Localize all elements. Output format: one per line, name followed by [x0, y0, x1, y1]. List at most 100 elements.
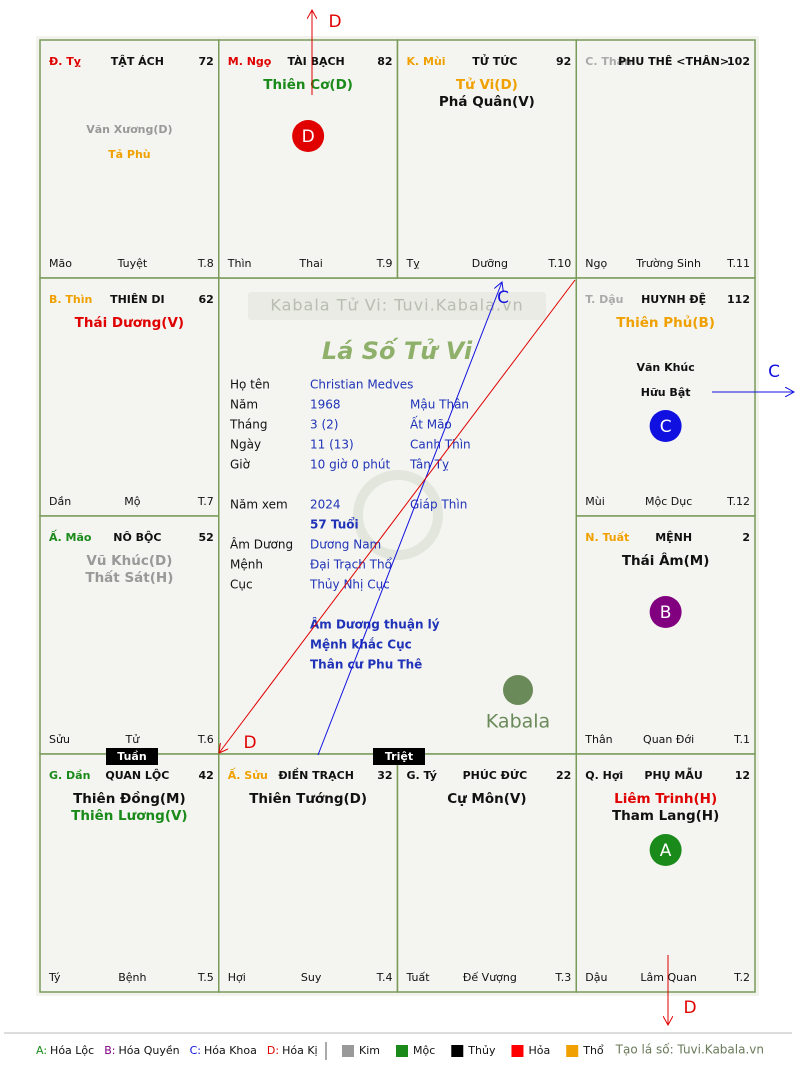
- info-extra: Mậu Thân: [410, 398, 469, 412]
- palace-branch: B. Thìn: [49, 293, 92, 306]
- palace-footer: Dưỡng: [472, 257, 508, 270]
- minor-star: Hữu Bật: [641, 386, 691, 399]
- element-swatch: [566, 1045, 579, 1057]
- palace-footer: Mùi: [585, 495, 605, 508]
- info-label: Âm Dương: [230, 537, 293, 552]
- element-swatch: [451, 1045, 464, 1057]
- info-label: Tháng: [229, 418, 268, 432]
- palace-footer: T.10: [547, 257, 571, 270]
- palace-number: 12: [735, 769, 750, 782]
- palace-number: 32: [377, 769, 392, 782]
- element-label: Mộc: [413, 1044, 435, 1057]
- palace-footer: Tử: [125, 733, 141, 746]
- palace-footer: T.12: [726, 495, 750, 508]
- palace-footer: Mộ: [124, 495, 140, 508]
- major-star: Cự Môn(V): [447, 791, 526, 807]
- palace-cell: [39, 515, 220, 755]
- major-star: Vũ Khúc(D): [86, 553, 172, 569]
- palace-footer: Trường Sinh: [635, 257, 701, 270]
- palace-branch: K. Mùi: [407, 55, 446, 68]
- palace-cell: [39, 277, 220, 517]
- info-value: 2024: [310, 498, 341, 512]
- palace-number: 102: [727, 55, 750, 68]
- hoa-marker: [649, 596, 682, 628]
- legend-label: Hóa Khoa: [204, 1044, 257, 1057]
- palace-footer: Tuất: [406, 971, 431, 984]
- palace-footer: T.7: [197, 495, 214, 508]
- palace-footer: Hợi: [228, 971, 246, 984]
- void-mark: Triệt: [385, 750, 413, 763]
- element-swatch: [396, 1045, 408, 1057]
- legend-key: D:: [267, 1044, 279, 1057]
- palace-footer: Sửu: [49, 733, 70, 746]
- palace-number: 72: [198, 55, 213, 68]
- major-star: Thiên Lương(V): [71, 808, 187, 824]
- element-label: Thổ: [582, 1044, 604, 1057]
- palace-number: 62: [198, 293, 213, 306]
- palace-footer: T.4: [376, 971, 393, 984]
- palace-footer: Bệnh: [118, 971, 146, 984]
- hoa-marker-letter: B: [660, 603, 672, 623]
- major-star: Thái Dương(V): [75, 315, 184, 331]
- hoa-marker-letter: D: [302, 127, 315, 147]
- palace-branch: G. Tý: [407, 769, 437, 782]
- palace-cell: [396, 753, 577, 993]
- info-extra: Giáp Thìn: [410, 498, 467, 512]
- major-star: Tử Vi(D): [456, 77, 518, 93]
- info-label: Giờ: [230, 458, 251, 472]
- palace-cell: [396, 39, 577, 279]
- info-label: Năm xem: [230, 498, 288, 512]
- palace-branch: Q. Hợi: [585, 769, 623, 782]
- palace-cell: [575, 753, 756, 993]
- info-label: Năm: [230, 398, 258, 412]
- major-star: Liêm Trinh(H): [614, 791, 717, 807]
- element-label: Kim: [359, 1044, 380, 1057]
- major-star: Phá Quân(V): [439, 94, 535, 110]
- hoa-marker-letter: C: [660, 417, 672, 437]
- palace-name: THIÊN DI: [110, 293, 165, 306]
- palace-name: MỆNH: [655, 531, 692, 544]
- major-star: Thiên Cơ(D): [263, 77, 353, 93]
- hoa-arrow: [219, 279, 576, 753]
- palace-footer: Mão: [49, 257, 72, 270]
- void-mark: Tuần: [117, 750, 146, 763]
- major-star: Thiên Phủ(B): [616, 315, 715, 331]
- palace-footer: Thai: [298, 257, 323, 270]
- legend-key: B:: [104, 1044, 115, 1057]
- info-label: Mệnh: [230, 558, 263, 572]
- palace-number: 92: [556, 55, 571, 68]
- hoa-marker: [649, 410, 682, 442]
- palace-name: ĐIỀN TRẠCH: [278, 768, 354, 782]
- palace-footer: T.3: [554, 971, 571, 984]
- info-value: 11 (13): [310, 438, 354, 452]
- palace-cell: [218, 39, 399, 279]
- info-value: Dương Nam: [310, 538, 381, 552]
- palace-branch: M. Ngọ: [228, 55, 272, 68]
- palace-number: 22: [556, 769, 571, 782]
- palace-footer: T.11: [726, 257, 750, 270]
- palace-number: 52: [198, 531, 213, 544]
- palace-number: 2: [742, 531, 750, 544]
- palace-footer: T.9: [376, 257, 393, 270]
- palace-number: 82: [377, 55, 392, 68]
- palace-footer: Tỵ: [406, 257, 421, 270]
- palace-footer: T.8: [197, 257, 214, 270]
- palace-name: HUYNH ĐỆ: [641, 293, 706, 306]
- major-star: Thất Sát(H): [85, 569, 173, 586]
- info-extra: Canh Thìn: [410, 438, 471, 452]
- palace-footer: Dần: [49, 495, 71, 508]
- palace-name: QUAN LỘC: [105, 769, 169, 782]
- palace-footer: T.6: [197, 733, 214, 746]
- credit: Tạo lá số: Tuvi.Kabala.vn: [615, 1043, 764, 1057]
- palace-footer: Thìn: [227, 257, 252, 270]
- palace-cell: [218, 753, 399, 993]
- palace-branch: T. Dậu: [585, 293, 623, 306]
- palace-name: NÔ BỘC: [113, 531, 161, 544]
- palace-footer: Tý: [48, 971, 61, 984]
- palace-cell: [39, 753, 220, 993]
- info-label: Ngày: [230, 438, 261, 452]
- void-mark-box: [373, 748, 425, 765]
- palace-footer: T.1: [733, 733, 750, 746]
- minor-star: Văn Khúc: [636, 361, 694, 374]
- element-label: Thủy: [467, 1044, 496, 1057]
